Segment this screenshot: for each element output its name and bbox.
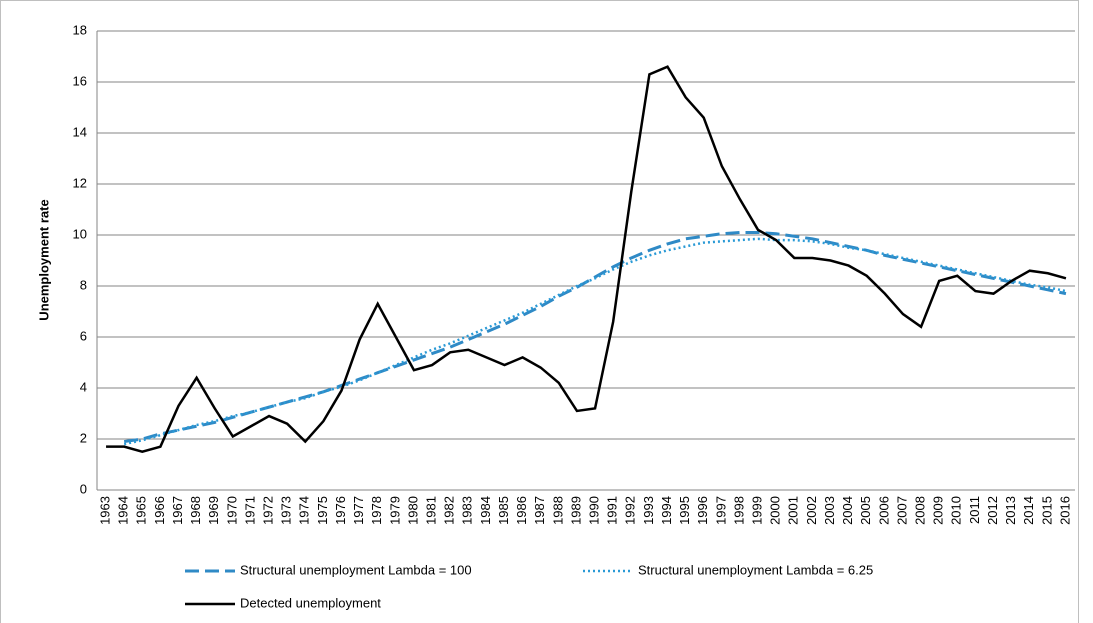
x-tick-label: 2011 <box>967 496 982 524</box>
x-tick-label: 2012 <box>985 496 1000 525</box>
x-tick-label: 2010 <box>949 496 964 525</box>
x-tick-label: 2004 <box>840 496 855 525</box>
legend-label: Detected unemployment <box>240 595 381 610</box>
y-tick-label: 4 <box>80 379 87 394</box>
x-tick-label: 1981 <box>423 496 438 525</box>
y-tick-label: 12 <box>73 175 87 190</box>
x-tick-label: 1987 <box>532 496 547 525</box>
y-axis-title: Unemployment rate <box>36 199 51 320</box>
x-tick-label: 2015 <box>1039 496 1054 525</box>
x-tick-label: 2014 <box>1021 496 1036 525</box>
y-tick-label: 16 <box>73 73 87 88</box>
x-tick-label: 2001 <box>786 496 801 525</box>
x-tick-label: 1978 <box>369 496 384 525</box>
x-tick-label: 1969 <box>206 496 221 525</box>
x-tick-label: 1999 <box>749 496 764 525</box>
x-tick-label: 1996 <box>695 496 710 525</box>
y-tick-label: 10 <box>73 226 87 241</box>
y-tick-label: 8 <box>80 277 87 292</box>
x-tick-label: 1991 <box>605 496 620 525</box>
x-tick-label: 2002 <box>804 496 819 525</box>
legend-label: Structural unemployment Lambda = 100 <box>240 562 472 577</box>
x-tick-label: 1983 <box>460 496 475 525</box>
y-tick-label: 6 <box>80 328 87 343</box>
x-tick-label: 2016 <box>1057 496 1072 525</box>
x-tick-label: 1977 <box>351 496 366 525</box>
x-tick-label: 1970 <box>224 496 239 525</box>
x-tick-label: 1971 <box>242 496 257 525</box>
x-tick-label: 1994 <box>659 496 674 525</box>
series-line <box>106 65 1067 454</box>
x-tick-label: 2003 <box>822 496 837 525</box>
x-tick-label: 2006 <box>876 496 891 525</box>
x-tick-label: 1979 <box>387 496 402 525</box>
x-tick-label: 1992 <box>623 496 638 525</box>
x-tick-label: 1993 <box>641 496 656 525</box>
series-line <box>123 237 1067 446</box>
x-tick-label: 2008 <box>912 496 927 525</box>
y-tick-label: 14 <box>73 124 87 139</box>
x-tick-label: 2013 <box>1003 496 1018 525</box>
x-tick-label: 2009 <box>931 496 946 525</box>
x-tick-label: 1965 <box>134 496 149 525</box>
y-tick-label: 0 <box>80 481 87 496</box>
y-tick-label: 2 <box>80 430 87 445</box>
x-tick-label: 1997 <box>713 496 728 525</box>
x-tick-label: 1968 <box>188 496 203 525</box>
x-tick-label: 1985 <box>496 496 511 525</box>
x-tick-label: 1967 <box>170 496 185 525</box>
x-tick-label: 1972 <box>260 496 275 525</box>
x-tick-label: 1986 <box>514 496 529 525</box>
x-tick-label: 1989 <box>568 496 583 525</box>
x-tick-label: 1974 <box>297 496 312 525</box>
x-tick-label: 2005 <box>858 496 873 525</box>
x-tick-label: 1966 <box>152 496 167 525</box>
legend-label: Structural unemployment Lambda = 6.25 <box>638 562 873 577</box>
x-tick-label: 1984 <box>478 496 493 525</box>
x-tick-label: 1975 <box>315 496 330 525</box>
x-tick-label: 1988 <box>550 496 565 525</box>
x-tick-label: 1976 <box>333 496 348 525</box>
x-tick-label: 1980 <box>405 496 420 525</box>
x-tick-label: 1995 <box>677 496 692 525</box>
x-tick-label: 1964 <box>116 496 131 525</box>
x-tick-label: 2000 <box>768 496 783 525</box>
x-tick-label: 1963 <box>97 496 112 525</box>
x-tick-label: 1973 <box>279 496 294 525</box>
x-tick-label: 2007 <box>894 496 909 525</box>
x-tick-label: 1990 <box>586 496 601 525</box>
x-tick-label: 1998 <box>731 496 746 525</box>
y-tick-label: 18 <box>73 22 87 37</box>
x-tick-label: 1982 <box>442 496 457 525</box>
